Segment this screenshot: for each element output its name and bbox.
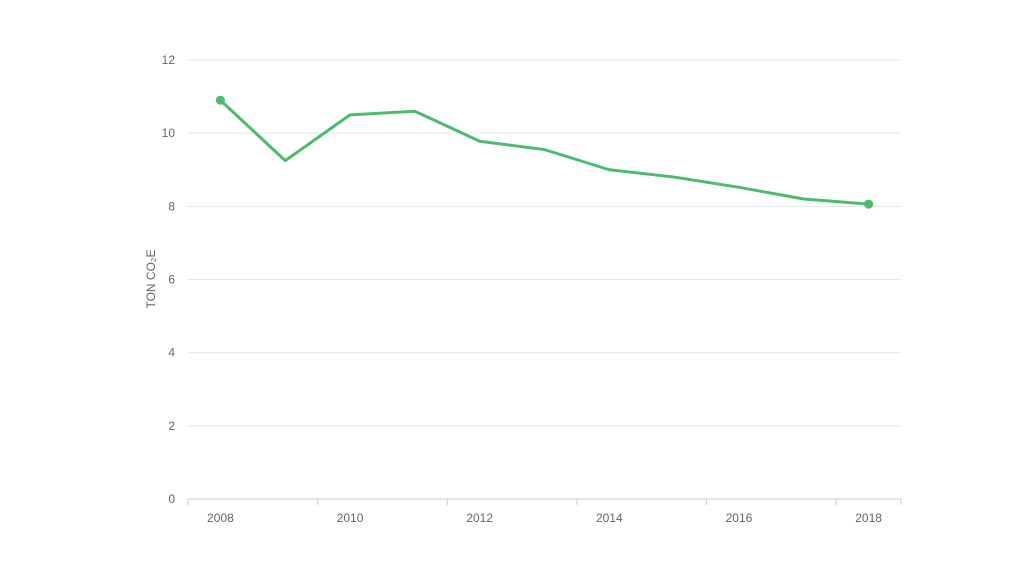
gridlines <box>188 59 901 427</box>
data-point-2018 <box>864 199 874 209</box>
x-tick-label: 2012 <box>466 511 493 525</box>
y-axis: 0 2 4 6 8 10 12 <box>162 53 176 506</box>
y-tick-label: 12 <box>162 53 176 67</box>
y-axis-title: TON CO₂E <box>144 249 158 308</box>
y-tick-label: 0 <box>168 492 175 506</box>
x-axis-labels: 2008 2010 2012 2014 2016 2018 <box>207 511 882 525</box>
y-tick-label: 8 <box>168 199 175 213</box>
data-point-2008 <box>215 95 225 105</box>
x-axis <box>187 498 902 505</box>
y-tick-label: 4 <box>168 346 175 360</box>
y-tick-label: 10 <box>162 126 176 140</box>
y-tick-label: 6 <box>168 273 175 287</box>
x-tick-label: 2018 <box>855 511 882 525</box>
series <box>215 95 874 209</box>
x-tick-label: 2014 <box>596 511 623 525</box>
x-tick-label: 2016 <box>726 511 753 525</box>
y-tick-label: 2 <box>168 419 175 433</box>
series-line <box>218 98 871 206</box>
x-tick-label: 2010 <box>337 511 364 525</box>
x-tick-label: 2008 <box>207 511 234 525</box>
